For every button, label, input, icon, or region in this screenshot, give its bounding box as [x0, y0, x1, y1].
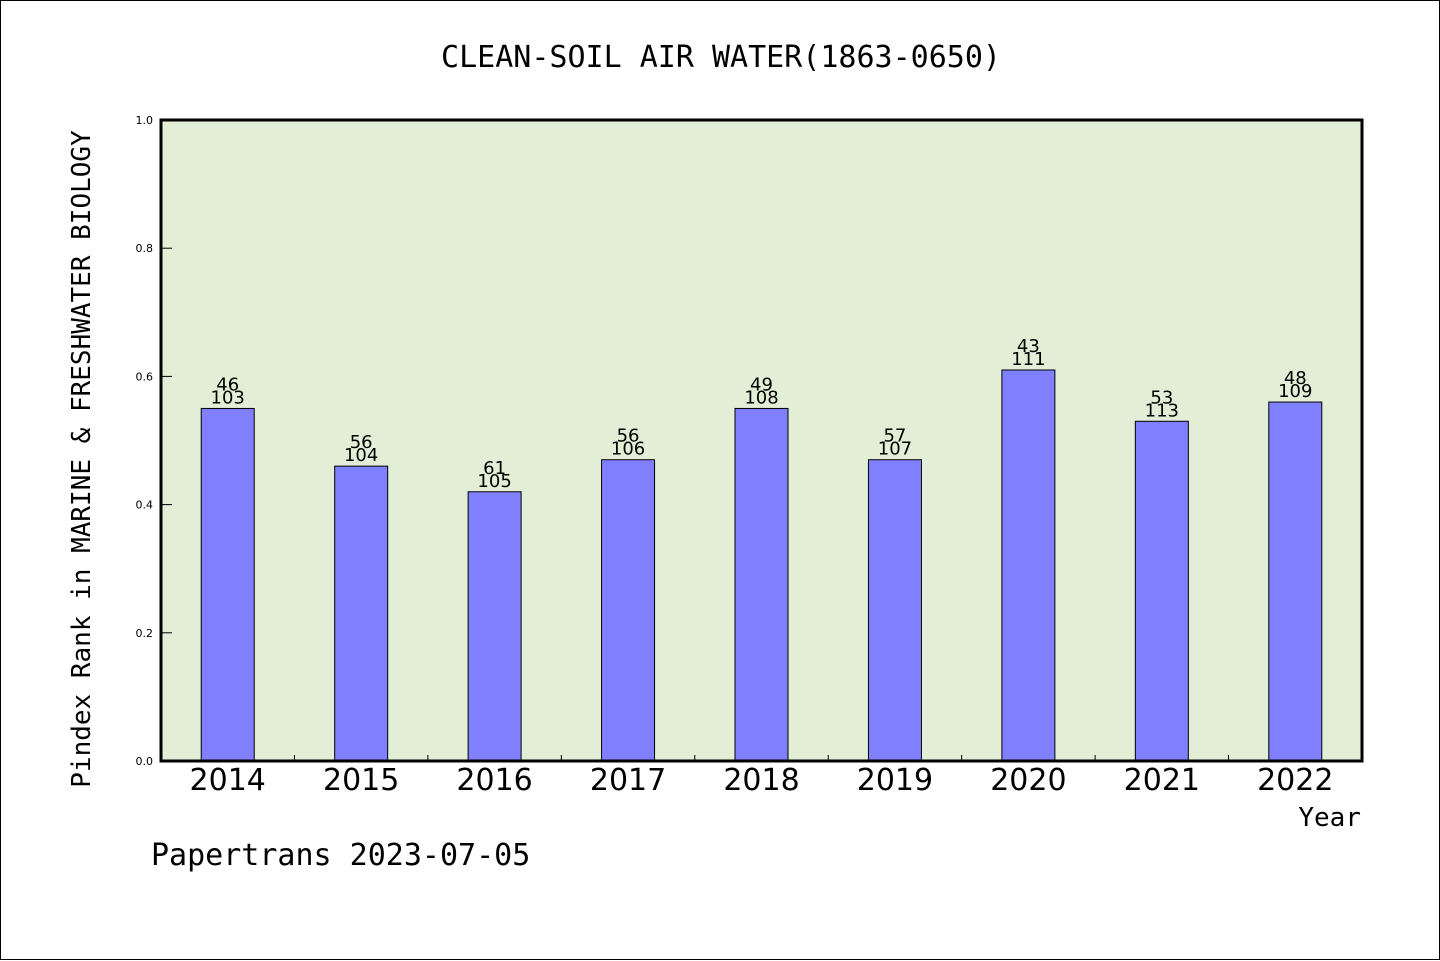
bar-2015	[334, 465, 389, 762]
bar-total-label: 108	[744, 387, 778, 408]
bar-total-label: 106	[611, 439, 645, 460]
bar-rank-label: 43	[1017, 336, 1040, 357]
bar-2016	[467, 491, 522, 762]
bar-total-label: 107	[878, 439, 912, 460]
x-tick-label: 2021	[1124, 763, 1200, 798]
bar-rank-label: 49	[750, 374, 773, 395]
bar-total-label: 113	[1145, 400, 1179, 421]
bar-rank-label: 57	[883, 426, 906, 447]
y-tick-label: 0.8	[136, 242, 154, 255]
x-tick-label: 2020	[990, 763, 1066, 798]
x-axis: 2014 2015 2016 2017 2018 2019 2020 2021 2022	[190, 755, 1333, 798]
x-tick-label: 2015	[323, 763, 399, 798]
bar-rank-label: 53	[1150, 387, 1173, 408]
bar-total-label: 104	[344, 445, 378, 466]
bar-total-label: 111	[1011, 349, 1045, 370]
chart-title: CLEAN-SOIL AIR WATER(1863-0650)	[441, 40, 1001, 75]
bar-2017	[601, 459, 656, 762]
footer-text: Papertrans 2023-07-05	[151, 838, 530, 873]
x-tick-label: 2017	[590, 763, 666, 798]
plot-border	[159, 118, 1364, 763]
bar-total-label: 103	[211, 387, 245, 408]
bar-2020	[1001, 369, 1056, 762]
y-tick-label: 0.2	[136, 627, 154, 640]
x-tick-label: 2022	[1257, 763, 1333, 798]
bar-total-label: 109	[1278, 381, 1312, 402]
bar-rank-label: 46	[216, 374, 239, 395]
bar-rank-label: 61	[483, 458, 506, 479]
bar-2018	[734, 407, 789, 762]
bar-rank-label: 56	[617, 426, 640, 447]
bar-2022	[1268, 401, 1323, 762]
bar-rank-label: 48	[1284, 368, 1307, 389]
y-axis-label: Pindex Rank in MARINE & FRESHWATER BIOLO…	[67, 130, 97, 788]
bar-rank-label: 56	[350, 432, 373, 453]
y-tick-label: 0.0	[136, 755, 154, 768]
bar-2019	[867, 459, 922, 762]
x-tick-label: 2016	[456, 763, 532, 798]
x-axis-label: Year	[1298, 803, 1361, 833]
x-tick-label: 2018	[723, 763, 799, 798]
x-tick-label: 2014	[190, 763, 266, 798]
bars-group: 4610356104611055610649108571074311153113…	[200, 336, 1323, 762]
y-axis: 0.0 0.2 0.4 0.6 0.8 1.0	[136, 114, 172, 768]
y-tick-label: 0.4	[136, 499, 154, 512]
y-tick-label: 1.0	[136, 114, 154, 127]
bar-2014	[200, 407, 255, 762]
y-tick-label: 0.6	[136, 370, 154, 383]
bar-total-label: 105	[477, 471, 511, 492]
x-tick-label: 2019	[857, 763, 933, 798]
bar-2021	[1134, 420, 1189, 762]
